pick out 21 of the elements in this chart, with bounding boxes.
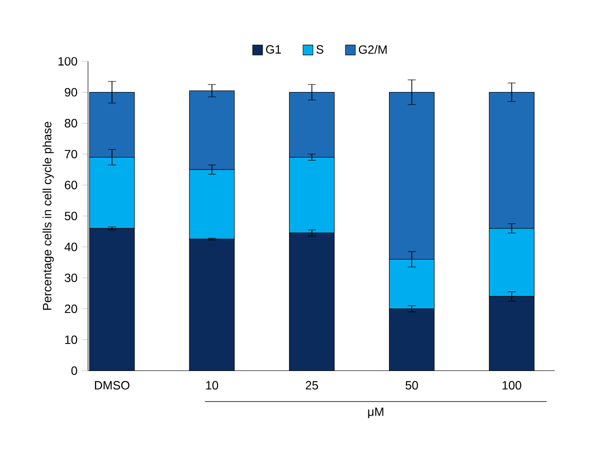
y-axis-title: Percentage cells in cell cycle phase: [42, 122, 54, 310]
x-tick-label: 25: [306, 381, 318, 390]
y-tick-label: 30: [64, 274, 78, 282]
legend-label: G1: [266, 45, 281, 54]
y-tick-label: 60: [64, 180, 78, 190]
x-tick-label: DMSO: [94, 381, 130, 390]
y-tick-label: 20: [64, 304, 78, 314]
y-tick-label: 70: [64, 150, 78, 158]
y-tick-label: 100: [58, 57, 78, 66]
y-tick-label: 50: [64, 212, 78, 220]
x-tick-label: 100: [502, 381, 522, 390]
legend-label: S: [316, 45, 324, 54]
y-tick-label: 80: [64, 118, 78, 128]
x-axis-title: μM: [368, 408, 384, 418]
x-tick-label: 10: [206, 381, 218, 390]
y-tick-label: 90: [64, 88, 78, 97]
y-tick-label: 0: [71, 366, 78, 375]
y-tick-label: 10: [65, 335, 78, 344]
y-tick-label: 40: [64, 242, 78, 252]
legend-label: G2/M: [358, 45, 387, 54]
x-tick-label: 50: [406, 381, 418, 390]
